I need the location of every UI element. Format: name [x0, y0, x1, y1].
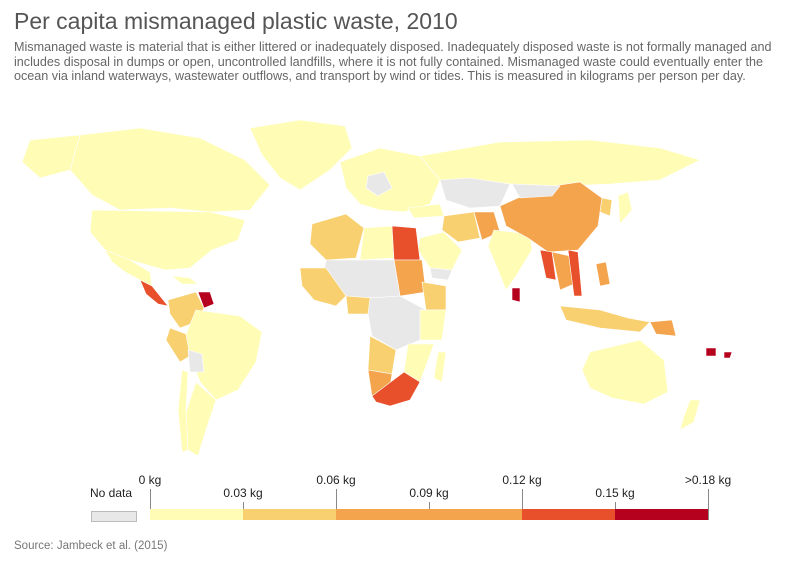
region-indonesia	[559, 305, 651, 333]
legend-tick-line	[708, 489, 709, 520]
region-korea	[599, 197, 613, 217]
legend-tick-009: 0.09 kg	[409, 486, 449, 500]
region-india	[487, 229, 533, 291]
region-japan	[617, 191, 633, 225]
region-egypt	[391, 225, 421, 261]
region-iran	[441, 211, 481, 243]
chart-title: Per capita mismanaged plastic waste, 201…	[14, 8, 458, 34]
legend-tick-line	[150, 489, 151, 520]
region-new-zealand	[679, 399, 701, 431]
region-brazil	[185, 309, 263, 401]
region-south-africa	[371, 371, 421, 407]
legend-tick-0: 0 kg	[138, 473, 162, 487]
legend-tick-003: 0.03 kg	[223, 486, 263, 500]
region-vietnam	[567, 249, 583, 297]
region-east-africa	[419, 309, 447, 341]
region-alaska	[21, 134, 81, 179]
region-kazakhstan	[439, 177, 511, 209]
region-chile	[177, 369, 189, 453]
region-canada	[69, 127, 271, 213]
region-china	[499, 181, 603, 253]
region-pacific-islands-2	[723, 351, 733, 359]
region-bolivia	[187, 349, 205, 373]
region-north-africa-west	[309, 213, 365, 261]
legend-tick-line	[522, 489, 523, 520]
region-myanmar	[539, 249, 557, 281]
region-peru	[165, 327, 191, 363]
region-guyana	[197, 291, 215, 309]
region-west-africa	[299, 267, 347, 307]
region-central-america	[139, 279, 169, 307]
region-libya	[359, 225, 395, 261]
world-map	[0, 100, 800, 460]
legend-bin-0-003	[150, 509, 243, 520]
region-ethiopia	[421, 281, 447, 311]
region-philippines	[595, 261, 611, 287]
chart-subtitle: Mismanaged waste is material that is eit…	[14, 40, 772, 83]
region-greenland	[249, 119, 353, 191]
region-europe-nodata	[365, 171, 393, 197]
region-caribbean	[171, 275, 199, 285]
legend-tick-006: 0.06 kg	[316, 473, 356, 487]
legend-bin-003-006	[243, 509, 336, 520]
legend-no-data-swatch	[91, 511, 137, 522]
legend-tick-018: >0.18 kg	[684, 473, 732, 487]
region-sri-lanka	[511, 287, 521, 303]
legend-bin-012-015	[522, 509, 615, 520]
legend-tick-015: 0.15 kg	[595, 486, 635, 500]
region-pacific-islands	[705, 347, 717, 357]
region-usa	[89, 209, 246, 271]
legend-bin-015-018	[615, 509, 708, 520]
legend-bin-009-012	[429, 509, 522, 520]
legend: No data	[0, 465, 800, 535]
region-madagascar	[433, 351, 447, 383]
legend-tick-line	[336, 489, 337, 520]
legend-bin-006-009	[336, 509, 429, 520]
legend-tick-012: 0.12 kg	[502, 473, 542, 487]
legend-no-data-label: No data	[90, 486, 133, 500]
source-note: Source: Jambeck et al. (2015)	[14, 540, 168, 552]
region-png	[649, 319, 677, 337]
region-mongolia	[511, 183, 561, 199]
region-yemen	[429, 267, 453, 281]
region-australia	[581, 339, 669, 405]
